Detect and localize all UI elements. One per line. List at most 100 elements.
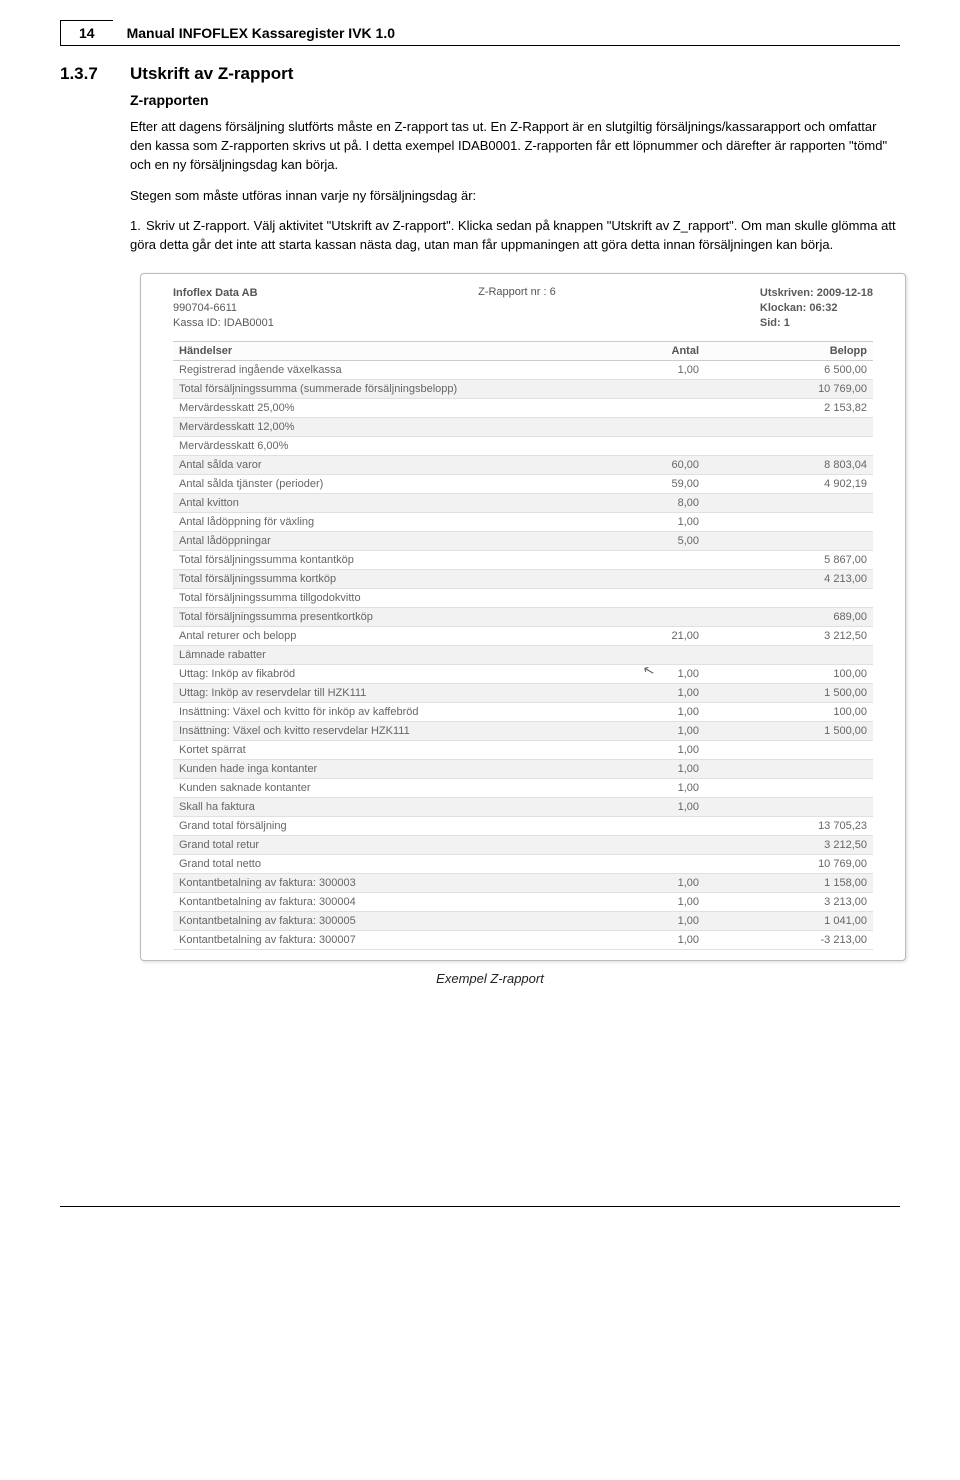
cell-count: 5,00	[579, 531, 705, 550]
cell-count	[579, 550, 705, 569]
cell-count	[579, 398, 705, 417]
table-row: Insättning: Växel och kvitto reservdelar…	[173, 721, 873, 740]
cell-amount: 1 500,00	[705, 683, 873, 702]
cell-count	[579, 588, 705, 607]
cell-label: Kontantbetalning av faktura: 300005	[173, 911, 579, 930]
table-row: Skall ha faktura1,00	[173, 797, 873, 816]
cell-label: Total försäljningssumma kontantköp	[173, 550, 579, 569]
cell-amount: 2 153,82	[705, 398, 873, 417]
cell-label: Mervärdesskatt 25,00%	[173, 398, 579, 417]
cell-count	[579, 379, 705, 398]
cell-amount: 4 902,19	[705, 474, 873, 493]
fig-orgnr: 990704-6611	[173, 301, 274, 316]
fig-company: Infoflex Data AB	[173, 286, 274, 301]
page-header: 14 Manual INFOFLEX Kassaregister IVK 1.0	[60, 20, 900, 46]
table-row: Kontantbetalning av faktura: 3000031,001…	[173, 873, 873, 892]
cell-count: 1,00	[579, 683, 705, 702]
footer-rule	[60, 1206, 900, 1207]
cell-amount	[705, 797, 873, 816]
cell-amount: 1 158,00	[705, 873, 873, 892]
cell-amount	[705, 645, 873, 664]
cell-amount	[705, 588, 873, 607]
cell-count: 21,00	[579, 626, 705, 645]
cell-count: 1,00	[579, 892, 705, 911]
cell-count	[579, 436, 705, 455]
paragraph-intro: Efter att dagens försäljning slutförts m…	[130, 118, 900, 175]
list-item-1: 1.Skriv ut Z-rapport. Välj aktivitet "Ut…	[130, 217, 900, 255]
table-row: Mervärdesskatt 12,00%	[173, 417, 873, 436]
paragraph-steps-intro: Stegen som måste utföras innan varje ny …	[130, 187, 900, 206]
cell-count: 1,00	[579, 702, 705, 721]
cell-label: Kontantbetalning av faktura: 300004	[173, 892, 579, 911]
col-count: Antal	[579, 341, 705, 360]
cell-count: 1,00	[579, 759, 705, 778]
cell-label: Lämnade rabatter	[173, 645, 579, 664]
cell-amount: 689,00	[705, 607, 873, 626]
table-row: Total försäljningssumma kontantköp 5 867,…	[173, 550, 873, 569]
cell-amount: 6 500,00	[705, 360, 873, 379]
table-row: Lämnade rabatter	[173, 645, 873, 664]
table-row: Uttag: Inköp av fikabröd1,00100,00	[173, 664, 873, 683]
z-report-figure: Infoflex Data AB 990704-6611 Kassa ID: I…	[140, 273, 906, 961]
table-row: Grand total netto10 769,00	[173, 854, 873, 873]
cell-label: Antal sålda tjänster (perioder)	[173, 474, 579, 493]
cell-label: Antal lådöppning för växling	[173, 512, 579, 531]
cell-label: Kontantbetalning av faktura: 300007	[173, 930, 579, 949]
table-row: Kunden hade inga kontanter1,00	[173, 759, 873, 778]
cell-amount	[705, 531, 873, 550]
cell-amount: 100,00	[705, 664, 873, 683]
cell-amount: 5 867,00	[705, 550, 873, 569]
cell-count: 1,00	[579, 778, 705, 797]
cell-count: 8,00	[579, 493, 705, 512]
table-row: Kortet spärrat1,00	[173, 740, 873, 759]
table-row: Total försäljningssumma tillgodokvitto	[173, 588, 873, 607]
cell-amount: 1 041,00	[705, 911, 873, 930]
table-row: Total försäljningssumma presentkortköp 68…	[173, 607, 873, 626]
section-title: Utskrift av Z-rapport	[130, 64, 293, 83]
col-amount: Belopp	[705, 341, 873, 360]
cell-label: Antal sålda varor	[173, 455, 579, 474]
cell-label: Antal returer och belopp	[173, 626, 579, 645]
cell-count: 1,00	[579, 360, 705, 379]
cell-label: Total försäljningssumma presentkortköp	[173, 607, 579, 626]
table-row: Kontantbetalning av faktura: 3000051,001…	[173, 911, 873, 930]
table-row: Mervärdesskatt 6,00%	[173, 436, 873, 455]
table-row: Antal sålda tjänster (perioder)59,004 90…	[173, 474, 873, 493]
fig-kassa-id: Kassa ID: IDAB0001	[173, 316, 274, 331]
list-number: 1.	[130, 217, 146, 236]
cell-label: Uttag: Inköp av fikabröd	[173, 664, 579, 683]
manual-title: Manual INFOFLEX Kassaregister IVK 1.0	[113, 20, 900, 46]
fig-printed: Utskriven: 2009-12-18	[760, 286, 873, 301]
table-row: Uttag: Inköp av reservdelar till HZK1111…	[173, 683, 873, 702]
cell-label: Kortet spärrat	[173, 740, 579, 759]
cell-label: Total försäljningssumma tillgodokvitto	[173, 588, 579, 607]
figure-caption: Exempel Z-rapport	[140, 971, 840, 986]
cell-amount: -3 213,00	[705, 930, 873, 949]
cell-amount: 3 212,50	[705, 626, 873, 645]
cell-count	[579, 417, 705, 436]
table-row: Antal lådöppning för växling1,00	[173, 512, 873, 531]
table-row: Insättning: Växel och kvitto för inköp a…	[173, 702, 873, 721]
table-row: Kunden saknade kontanter1,00	[173, 778, 873, 797]
cell-amount: 8 803,04	[705, 455, 873, 474]
cell-amount	[705, 759, 873, 778]
cell-label: Grand total netto	[173, 854, 579, 873]
cell-count	[579, 569, 705, 588]
cell-label: Total försäljningssumma kortköp	[173, 569, 579, 588]
table-row: Total försäljningssumma kortköp4 213,00	[173, 569, 873, 588]
table-row: Registrerad ingående växelkassa1,006 500…	[173, 360, 873, 379]
cell-amount	[705, 417, 873, 436]
cell-amount	[705, 493, 873, 512]
cell-label: Insättning: Växel och kvitto för inköp a…	[173, 702, 579, 721]
cell-label: Grand total försäljning	[173, 816, 579, 835]
table-row: Grand total retur3 212,50	[173, 835, 873, 854]
cell-count	[579, 835, 705, 854]
cell-count	[579, 607, 705, 626]
cell-label: Registrerad ingående växelkassa	[173, 360, 579, 379]
cell-amount	[705, 778, 873, 797]
cell-label: Kunden saknade kontanter	[173, 778, 579, 797]
cell-amount	[705, 740, 873, 759]
cell-amount: 13 705,23	[705, 816, 873, 835]
list-text: Skriv ut Z-rapport. Välj aktivitet "Utsk…	[130, 218, 896, 252]
col-event: Händelser	[173, 341, 579, 360]
